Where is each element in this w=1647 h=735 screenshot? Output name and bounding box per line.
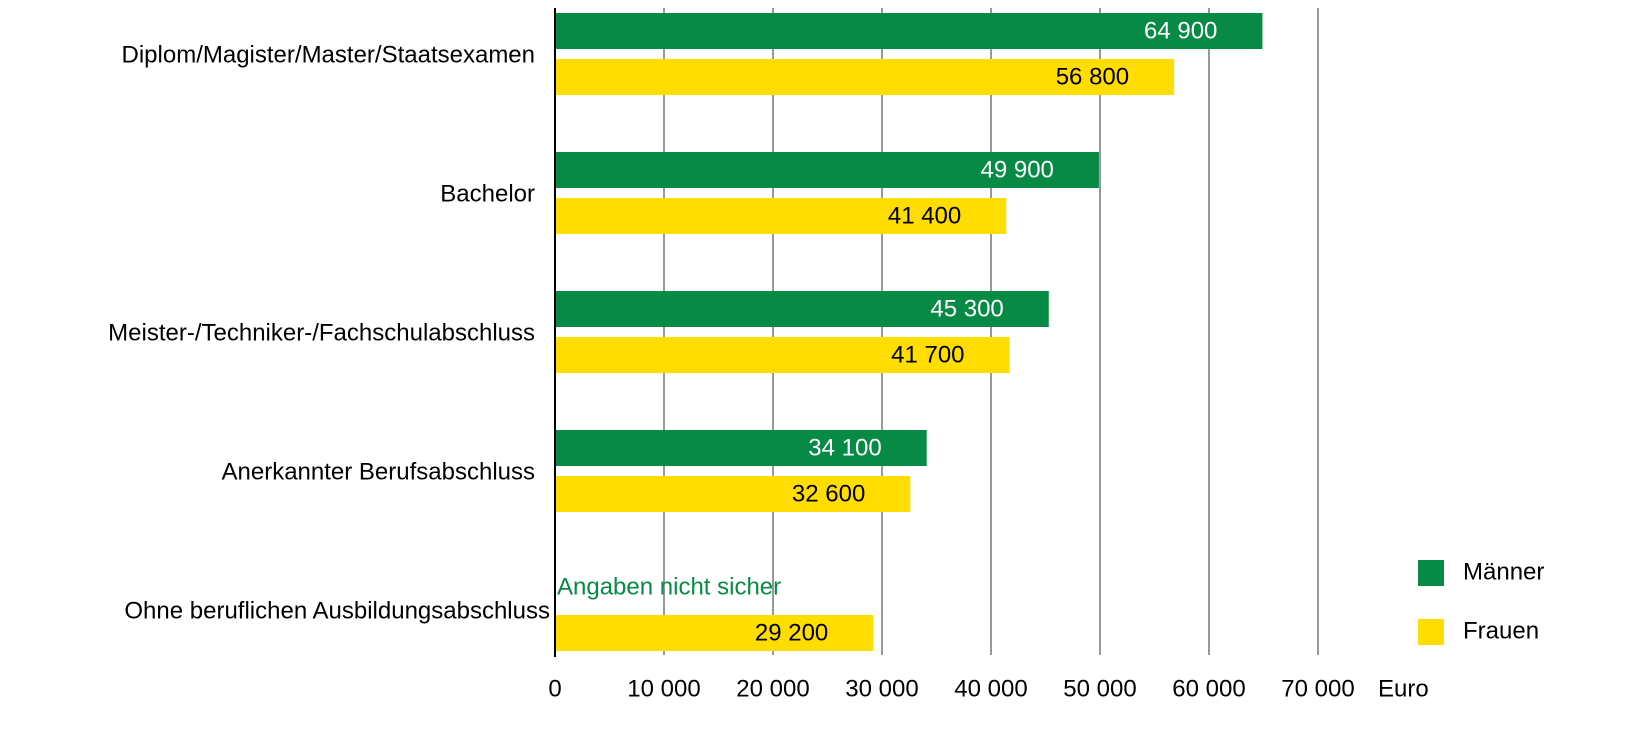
value-label: 41 400 — [888, 202, 961, 229]
value-label: 41 700 — [891, 341, 964, 368]
bar — [555, 13, 1263, 49]
value-label: 29 200 — [755, 619, 828, 646]
value-label: 45 300 — [930, 295, 1003, 322]
value-label: 32 600 — [792, 480, 865, 507]
x-tick-label: 60 000 — [1172, 675, 1245, 702]
bar — [555, 198, 1007, 234]
category-label: Bachelor — [440, 180, 535, 207]
category-label: Anerkannter Berufsabschluss — [222, 458, 536, 485]
category-label: Meister-/Techniker-/Fachschulabschluss — [108, 319, 535, 346]
category-label: Diplom/Magister/Master/Staatsexamen — [122, 41, 535, 68]
x-tick-label: 0 — [548, 675, 561, 702]
annotation: Angaben nicht sicher — [557, 573, 781, 600]
x-tick-label: 70 000 — [1281, 675, 1354, 702]
x-tick-label: 20 000 — [736, 675, 809, 702]
x-axis-label: Euro — [1378, 675, 1429, 702]
bar — [555, 615, 874, 651]
bar — [555, 337, 1010, 373]
bar — [555, 152, 1099, 188]
value-label: 49 900 — [981, 156, 1054, 183]
bar — [555, 291, 1049, 327]
x-tick-label: 10 000 — [627, 675, 700, 702]
bar — [555, 430, 927, 466]
legend-label: Frauen — [1463, 617, 1539, 644]
x-tick-label: 30 000 — [845, 675, 918, 702]
legend-swatch — [1418, 619, 1444, 645]
value-label: 34 100 — [808, 434, 881, 461]
category-label: Ohne beruflichen Ausbildungsabschluss — [124, 597, 550, 624]
legend-swatch — [1418, 560, 1444, 586]
value-label: 64 900 — [1144, 17, 1217, 44]
x-tick-label: 40 000 — [954, 675, 1027, 702]
legend-label: Männer — [1463, 558, 1544, 585]
x-tick-label: 50 000 — [1063, 675, 1136, 702]
bar — [555, 476, 911, 512]
value-label: 56 800 — [1056, 63, 1129, 90]
bar — [555, 59, 1175, 95]
